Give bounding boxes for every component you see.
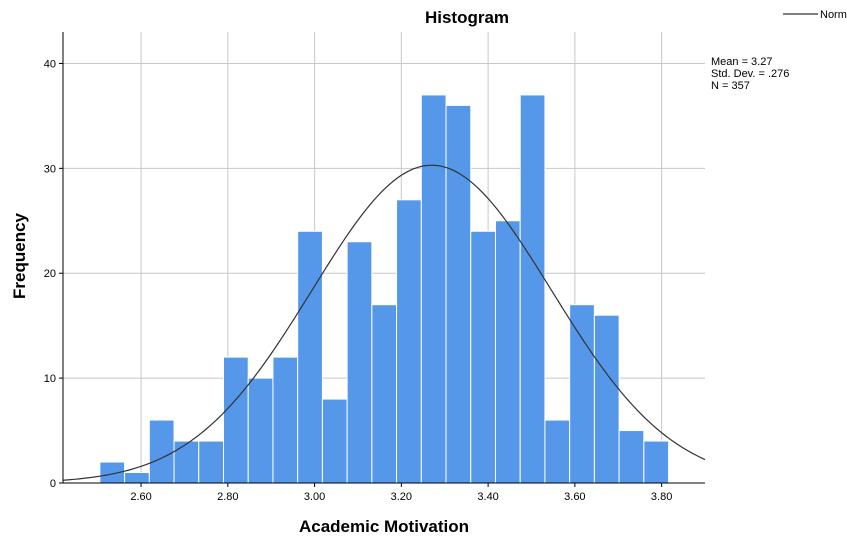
legend-normal-label: Normal (820, 9, 847, 21)
y-tick-label-4: 40 (44, 58, 56, 70)
histogram-bar-1 (124, 472, 150, 484)
x-tick-label-5: 3.60 (564, 491, 585, 503)
y-tick-label-0: 0 (50, 478, 56, 490)
normal-curve (62, 164, 706, 481)
stats-box: Mean = 3.27 Std. Dev. = .276 N = 357 (711, 56, 789, 92)
y-axis-title: Frequency (10, 212, 29, 299)
x-tick-label-0: 2.60 (130, 491, 151, 503)
stat-std-dev: Std. Dev. = .276 (711, 68, 789, 80)
histogram-bars (99, 94, 670, 484)
histogram-bar-5 (223, 356, 249, 484)
x-tick-label-2: 3.00 (304, 491, 325, 503)
stat-mean: Mean = 3.27 (711, 56, 772, 68)
x-tick-label-3: 3.20 (391, 491, 412, 503)
chart-title: Histogram (425, 8, 509, 27)
histogram-bar-2 (148, 419, 175, 484)
histogram-bar-18 (544, 419, 571, 484)
histogram-bar-19 (569, 304, 595, 484)
histogram-bar-22 (643, 440, 670, 484)
histogram-bar-3 (173, 440, 200, 484)
histogram-bar-15 (470, 230, 496, 484)
histogram-bar-14 (445, 104, 472, 484)
histogram-bar-13 (420, 94, 447, 484)
y-tick-label-2: 20 (44, 268, 56, 280)
histogram-bar-9 (321, 398, 348, 484)
axes (62, 32, 705, 484)
histogram-bar-12 (396, 199, 422, 484)
histogram-bar-7 (272, 356, 299, 484)
stat-n: N = 357 (711, 80, 750, 92)
histogram-bar-6 (247, 377, 274, 484)
histogram-bar-17 (519, 94, 546, 484)
x-tick-label-4: 3.40 (477, 491, 498, 503)
x-tick-label-6: 3.80 (651, 491, 672, 503)
y-tick-label-1: 10 (44, 373, 56, 385)
histogram-bar-8 (297, 230, 323, 484)
x-axis-ticks: 2.60 2.80 3.00 3.20 3.40 3.60 3.80 (130, 483, 672, 503)
y-tick-label-3: 30 (44, 163, 56, 175)
histogram-bar-16 (494, 220, 521, 484)
histogram-bar-4 (198, 440, 224, 484)
y-axis-ticks: 0 10 20 30 40 (44, 58, 63, 490)
x-axis-title: Academic Motivation (299, 517, 469, 536)
histogram-bar-21 (618, 430, 645, 484)
histogram-bar-10 (346, 241, 373, 484)
histogram-bar-11 (371, 304, 398, 484)
legend: Normal (783, 9, 847, 21)
histogram-bar-20 (593, 314, 620, 484)
x-tick-label-1: 2.80 (217, 491, 238, 503)
